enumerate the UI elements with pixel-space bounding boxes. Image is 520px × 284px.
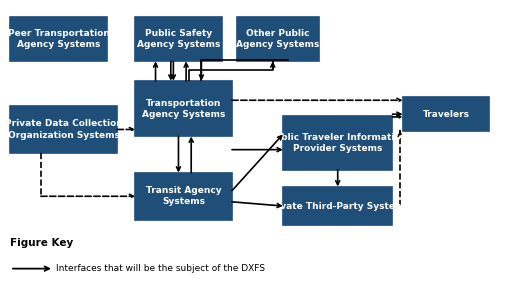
- Text: Transportation
Agency Systems: Transportation Agency Systems: [142, 99, 225, 119]
- FancyBboxPatch shape: [135, 17, 222, 61]
- FancyBboxPatch shape: [283, 187, 393, 225]
- Text: Interfaces that will be the subject of the DXFS: Interfaces that will be the subject of t…: [56, 264, 265, 273]
- FancyBboxPatch shape: [402, 97, 489, 131]
- Text: Public Traveler Information
Provider Systems: Public Traveler Information Provider Sys…: [268, 133, 407, 153]
- Text: Private Data Collection
Organization Systems: Private Data Collection Organization Sys…: [5, 120, 123, 139]
- Text: Travelers: Travelers: [423, 110, 470, 119]
- Text: Private Third-Party Systems: Private Third-Party Systems: [266, 202, 410, 210]
- Text: Transit Agency
Systems: Transit Agency Systems: [146, 186, 222, 206]
- Text: Peer Transportation
Agency Systems: Peer Transportation Agency Systems: [8, 29, 110, 49]
- Text: Public Safety
Agency Systems: Public Safety Agency Systems: [137, 29, 220, 49]
- Text: Figure Key: Figure Key: [10, 238, 73, 248]
- FancyBboxPatch shape: [135, 81, 232, 136]
- FancyBboxPatch shape: [135, 173, 232, 220]
- FancyBboxPatch shape: [10, 17, 107, 61]
- FancyBboxPatch shape: [283, 116, 393, 170]
- FancyBboxPatch shape: [237, 17, 319, 61]
- FancyBboxPatch shape: [10, 106, 118, 153]
- Text: Other Public
Agency Systems: Other Public Agency Systems: [236, 29, 319, 49]
